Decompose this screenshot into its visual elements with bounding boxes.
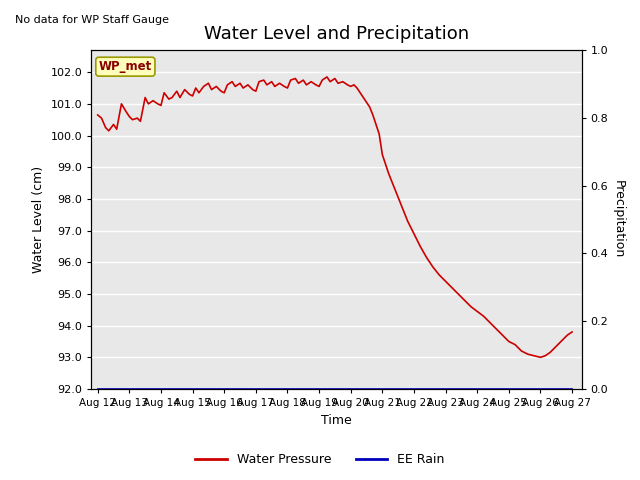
Y-axis label: Precipitation: Precipitation xyxy=(612,180,625,259)
Legend: Water Pressure, EE Rain: Water Pressure, EE Rain xyxy=(190,448,450,471)
X-axis label: Time: Time xyxy=(321,414,352,427)
Y-axis label: Water Level (cm): Water Level (cm) xyxy=(32,166,45,273)
Title: Water Level and Precipitation: Water Level and Precipitation xyxy=(204,25,469,43)
Text: No data for WP Staff Gauge: No data for WP Staff Gauge xyxy=(15,15,169,25)
Text: WP_met: WP_met xyxy=(99,60,152,73)
